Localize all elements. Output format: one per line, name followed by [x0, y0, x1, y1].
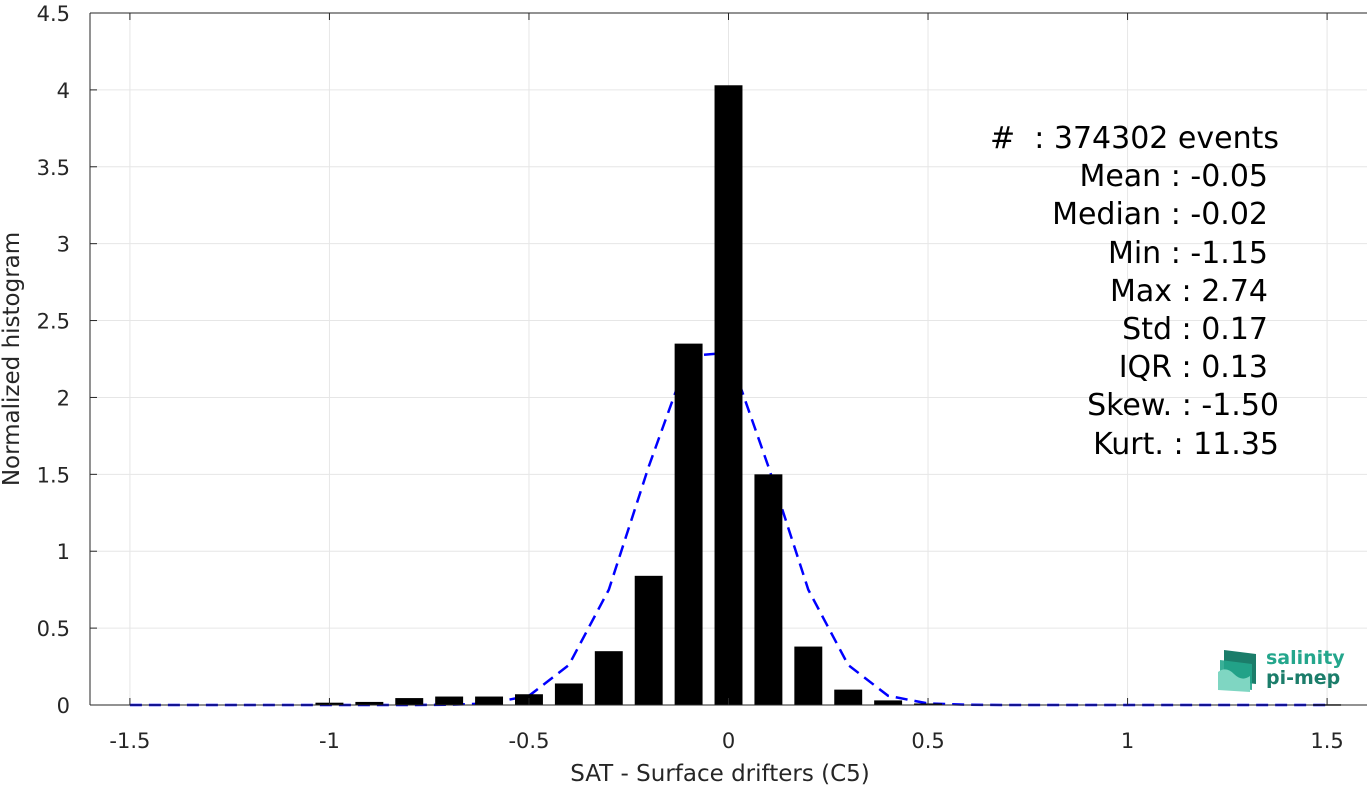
x-tick-label: -0.5 — [508, 729, 549, 753]
histogram-bar — [794, 646, 823, 705]
stat-std: Std : 0.17 — [1122, 312, 1268, 348]
stat-median: Median : -0.02 — [1052, 197, 1268, 233]
histogram-bar — [475, 696, 504, 705]
histogram-bar — [395, 698, 424, 705]
y-tick-label: 1 — [57, 540, 70, 564]
histogram-bar — [714, 85, 743, 705]
stat-iqr: IQR : 0.13 — [1118, 350, 1268, 386]
stat-mean: Mean : -0.05 — [1079, 159, 1268, 195]
logo-line-1: salinity — [1266, 647, 1345, 669]
x-tick-label: 0.5 — [911, 729, 944, 753]
logo-line-2: pi-mep — [1266, 667, 1341, 689]
histogram-bar — [355, 701, 384, 705]
y-tick-label: 3.5 — [37, 156, 70, 180]
stat-skew: Skew. : -1.50 — [1087, 388, 1279, 424]
statistics-box: # : 374302 events Mean : -0.05 Median : … — [990, 120, 1279, 464]
tick-labels: -1.5 -1 -0.5 0 0.5 1 1.5 0 0.5 1 1.5 2 2.5 3 3.5 4 4.5 — [37, 2, 1344, 753]
y-tick-label: 2 — [57, 386, 70, 410]
y-axis-label: Normalized histogram — [0, 232, 25, 486]
x-tick-label: -1.5 — [109, 729, 150, 753]
logo-text: salinity pi-mep — [1266, 648, 1345, 688]
y-tick-label: 2.5 — [37, 310, 70, 334]
y-tick-label: 0.5 — [37, 617, 70, 641]
histogram-bar — [634, 575, 663, 705]
x-tick-label: 0 — [722, 729, 735, 753]
stat-events: # : 374302 events — [990, 121, 1279, 156]
salinity-pimep-logo: salinity pi-mep — [1216, 646, 1346, 696]
bars-layer — [315, 85, 1342, 706]
x-tick-label: -1 — [319, 729, 340, 753]
y-tick-label: 0 — [57, 694, 70, 718]
histogram-bar — [754, 474, 783, 705]
histogram-bar — [554, 683, 583, 705]
histogram-bar — [435, 696, 464, 705]
histogram-bar — [674, 343, 703, 705]
x-tick-label: 1 — [1121, 729, 1134, 753]
histogram-bar — [834, 689, 863, 705]
histogram-bar — [594, 651, 623, 705]
stat-max: Max : 2.74 — [1110, 273, 1268, 309]
y-tick-label: 4.5 — [37, 2, 70, 26]
axes-box — [89, 12, 1367, 706]
stat-kurt: Kurt. : 11.35 — [1093, 426, 1279, 462]
x-axis-label: SAT - Surface drifters (C5) — [570, 761, 870, 785]
x-tick-label: 1.5 — [1310, 729, 1343, 753]
y-tick-label: 1.5 — [37, 463, 70, 487]
y-tick-label: 4 — [57, 79, 70, 103]
logo-wave-icon — [1218, 650, 1256, 692]
histogram-bar — [874, 700, 903, 705]
y-tick-label: 3 — [57, 233, 70, 257]
stat-min: Min : -1.15 — [1107, 235, 1268, 271]
